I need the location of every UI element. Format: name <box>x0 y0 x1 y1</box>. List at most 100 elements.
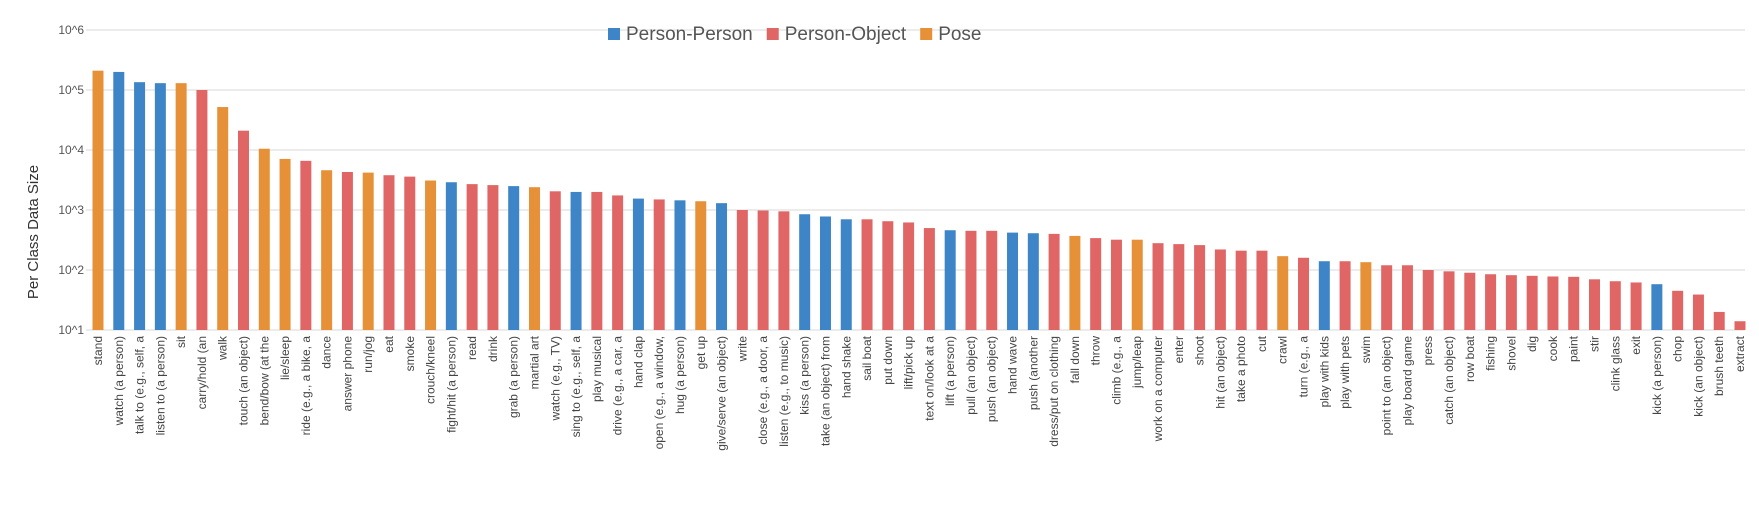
bar <box>1007 232 1019 330</box>
bar <box>1609 281 1621 330</box>
bar <box>258 148 270 330</box>
x-tick-label: bend/bow (at the <box>257 336 271 426</box>
bar <box>175 83 187 331</box>
bar <box>321 170 333 330</box>
x-tick-label: dress/put on clothing <box>1047 336 1061 447</box>
x-tick-label: brush teeth <box>1712 336 1726 396</box>
bar <box>1464 272 1476 330</box>
bar <box>217 107 229 331</box>
x-tick-label: exit <box>1629 335 1643 354</box>
bar <box>1672 290 1684 330</box>
bar <box>903 222 915 330</box>
legend-label: Pose <box>938 24 981 45</box>
x-tick-label: clink glass <box>1608 336 1622 391</box>
bar <box>1152 243 1164 330</box>
x-tick-label: play board game <box>1400 336 1414 426</box>
x-tick-label: sail boat <box>860 335 874 380</box>
x-tick-label: cut <box>1255 335 1269 352</box>
bar <box>1360 262 1372 330</box>
x-tick-label: grab (a person) <box>507 336 521 418</box>
x-tick-label: point to (an object) <box>1380 336 1394 435</box>
bar <box>1713 311 1725 330</box>
bar <box>799 214 811 330</box>
x-tick-label: crawl <box>1276 336 1290 364</box>
x-tick-label: pull (an object) <box>964 336 978 415</box>
x-tick-label: hand clap <box>631 336 645 388</box>
x-tick-label: fight/hit (a person) <box>444 336 458 433</box>
x-tick-label: jump/leap <box>1130 336 1144 389</box>
x-tick-label: row boat <box>1463 335 1477 382</box>
x-tick-label: dig <box>1525 336 1539 352</box>
x-tick-label: play with pets <box>1338 336 1352 409</box>
bar <box>487 185 499 330</box>
bar <box>1110 239 1122 330</box>
x-tick-label: turn (e.g., a <box>1297 336 1311 398</box>
y-tick-label: 10^2 <box>58 263 84 277</box>
bar <box>778 211 790 330</box>
x-tick-label: fishing <box>1484 336 1498 371</box>
bar <box>1339 261 1351 330</box>
bar <box>944 230 956 330</box>
bar <box>653 199 665 330</box>
x-tick-label: read <box>465 336 479 360</box>
x-tick-label: take a photo <box>1234 336 1248 402</box>
x-tick-label: cook <box>1546 335 1560 361</box>
bar <box>1443 271 1455 330</box>
bar <box>736 210 748 330</box>
bar <box>1401 265 1413 330</box>
bar <box>528 187 540 330</box>
x-tick-label: smoke <box>403 336 417 372</box>
x-tick-label: give/serve (an object) <box>715 336 729 451</box>
x-tick-label: fall down <box>1068 336 1082 383</box>
bar <box>113 71 125 330</box>
x-tick-label: hand wave <box>1006 336 1020 394</box>
bar <box>1568 276 1580 330</box>
y-tick-label: 10^4 <box>58 143 84 157</box>
x-tick-label: crouch/kneel <box>424 336 438 404</box>
bar <box>196 90 208 330</box>
bar <box>154 83 166 331</box>
bar <box>716 203 728 330</box>
x-tick-label: sing to (e.g., self, a <box>569 336 583 438</box>
legend-swatch <box>920 28 933 40</box>
bar <box>1630 282 1642 330</box>
bar <box>1256 250 1268 330</box>
bar <box>965 230 977 330</box>
x-tick-label: text on/look at a <box>922 336 936 421</box>
x-tick-label: kick (a person) <box>1650 336 1664 415</box>
x-tick-label: dance <box>320 336 334 369</box>
bar <box>508 186 520 330</box>
bar <box>1027 233 1039 330</box>
x-tick-label: touch (an object) <box>236 336 250 425</box>
x-tick-label: kick (an object) <box>1691 336 1705 417</box>
bar <box>1651 284 1663 330</box>
x-tick-label: play musical <box>590 336 604 402</box>
legend-swatch <box>608 28 620 40</box>
bar <box>383 175 395 330</box>
x-tick-label: listen to (a person) <box>153 336 167 435</box>
bar <box>1318 261 1330 330</box>
x-tick-label: open (e.g., a window, <box>652 336 666 449</box>
x-tick-label: chop <box>1671 336 1685 362</box>
bar <box>425 180 437 330</box>
bar <box>986 230 998 330</box>
bar <box>1526 275 1538 330</box>
x-tick-label: hit (an object) <box>1213 336 1227 409</box>
bar <box>1090 238 1102 330</box>
x-tick-label: paint <box>1567 335 1581 362</box>
bar <box>1194 245 1206 330</box>
legend-label: Person-Object <box>785 24 907 45</box>
x-tick-label: catch (an object) <box>1442 336 1456 425</box>
x-tick-label: extract <box>1733 335 1747 372</box>
x-tick-label: shovel <box>1504 336 1518 371</box>
y-tick-label: 10^6 <box>58 23 84 37</box>
x-tick-label: push (an object) <box>985 336 999 422</box>
x-tick-label: hug (a person) <box>673 336 687 414</box>
bar <box>1173 244 1185 330</box>
bar <box>445 182 457 330</box>
legend-swatch <box>766 28 779 40</box>
bar <box>1485 274 1497 330</box>
bar <box>279 158 291 330</box>
x-tick-label: watch (a person) <box>112 336 126 426</box>
